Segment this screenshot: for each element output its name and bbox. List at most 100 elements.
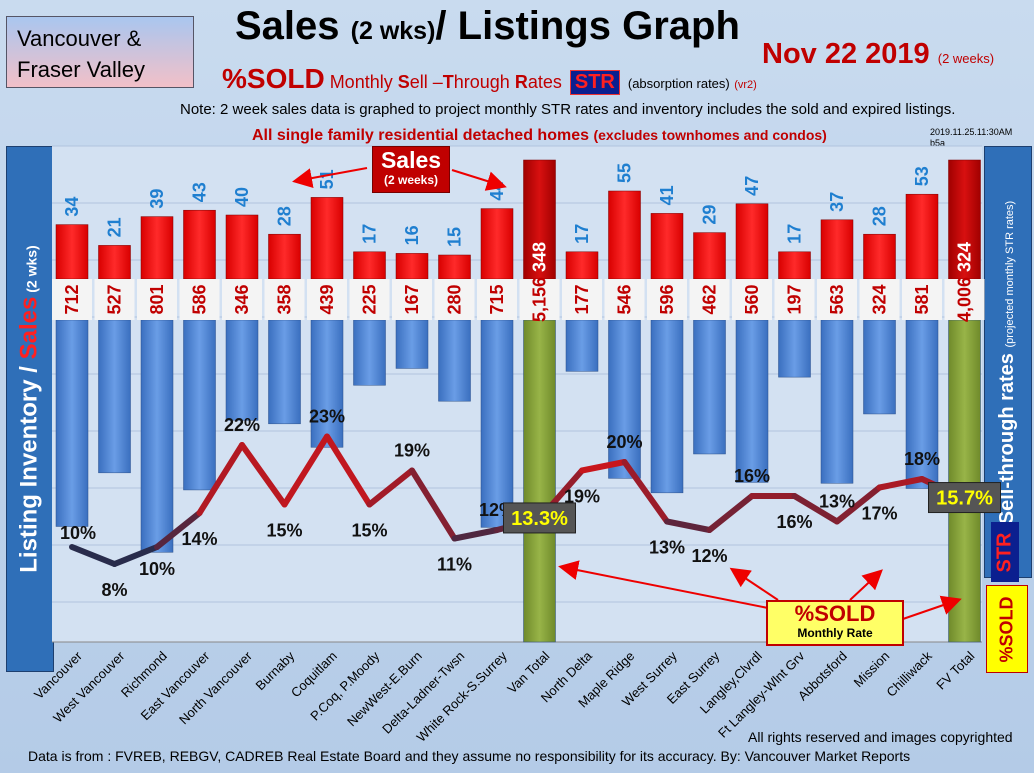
sales-label-12: 17	[572, 224, 592, 244]
sales-bar-19	[863, 233, 896, 280]
sold-line-segment-1	[111, 544, 160, 567]
inventory-label-12: 177	[572, 284, 592, 314]
inventory-label-1: 527	[105, 284, 125, 314]
band-cell-10	[477, 279, 517, 320]
scope-paren: (excludes townhomes and condos)	[593, 127, 827, 143]
category-label-8: NewWest-E.Burn	[344, 648, 425, 729]
inventory-label-13: 546	[615, 284, 635, 314]
sold-label-1: 8%	[101, 580, 127, 600]
sold-label-11: 13.3%	[511, 508, 568, 530]
sales-bars	[55, 159, 981, 280]
sold-line-segment-7	[366, 467, 415, 508]
sold-total-box-21	[928, 482, 1001, 514]
sales-bar-7	[353, 251, 386, 280]
band-cell-7	[349, 279, 390, 320]
sales-label-8: 16	[402, 225, 422, 245]
sold-total-box-11	[503, 502, 576, 534]
sold-line-segment-5	[281, 433, 330, 508]
sales-label-15: 29	[700, 205, 720, 225]
category-label-20: Chilliwack	[883, 648, 935, 700]
inventory-label-5: 358	[275, 284, 295, 314]
inventory-label-band: 712 527 801 586 346 358 439 225 167 280 715 5,156 17…	[52, 277, 985, 322]
subtitle-ell: ell –	[409, 72, 443, 92]
sold-label-9: 11%	[437, 555, 472, 575]
sales-callout: Sales (2 weeks)	[372, 146, 450, 193]
inventory-label-10: 715	[487, 284, 507, 314]
band-cell-4	[222, 279, 262, 320]
band-cell-11	[519, 279, 560, 320]
sold-label-21: 15.7%	[936, 488, 993, 510]
subtitle: %SOLD Monthly Sell –Through Rates STR (abs…	[222, 63, 757, 95]
sales-arrow-left	[292, 167, 368, 188]
subtitle-hrough: hrough	[453, 72, 515, 92]
sold-line-segment-6	[324, 433, 373, 508]
sold-callout-sub: Monthly Rate	[797, 626, 873, 640]
inventory-label-7: 225	[360, 284, 380, 314]
sales-label-14: 41	[657, 185, 677, 205]
category-label-4: North Vancouver	[176, 648, 255, 727]
inventory-bar-13	[608, 319, 641, 479]
sold-label-15: 12%	[691, 546, 727, 566]
copyright: All rights reserved and images copyright…	[748, 729, 1013, 745]
sold-label-5: 15%	[266, 521, 302, 541]
sold-arrow-van	[558, 560, 769, 609]
sales-label-2: 39	[147, 189, 167, 209]
inventory-label-16: 560	[742, 284, 762, 314]
subtitle-absorption: (absorption rates)	[627, 76, 730, 91]
inventory-label-17: 197	[785, 284, 805, 314]
timestamp: 2019.11.25.11:30AM b5a	[930, 127, 1012, 149]
subtitle-sold: %SOLD	[222, 63, 325, 94]
inventory-bar-19	[863, 319, 896, 415]
subtitle-version: (vr2)	[734, 79, 757, 91]
sold-label-13: 20%	[606, 432, 642, 452]
category-label-21: FV Total	[933, 648, 977, 692]
sales-bar-0	[55, 224, 89, 280]
sales-bar-14	[650, 213, 684, 280]
sales-label-21: 324	[955, 242, 975, 272]
sold-line-segment-12	[579, 459, 628, 474]
sold-label-18: 13%	[819, 492, 855, 512]
inventory-bar-3	[183, 319, 216, 491]
subtitle-r: R	[514, 72, 528, 92]
sales-bar-15	[693, 232, 726, 280]
sales-label-1: 21	[105, 217, 125, 237]
subtitle-s: S	[397, 72, 410, 92]
region-line1: Vancouver &	[17, 26, 142, 51]
title-part2: / Listings Graph	[435, 4, 740, 48]
band-cell-6	[307, 279, 347, 320]
inventory-label-4: 346	[232, 284, 252, 314]
chart-scope: All single family residential detached h…	[252, 127, 827, 145]
sales-label-17: 17	[785, 224, 805, 244]
subtitle-ates: ates	[527, 72, 562, 92]
sales-callout-main: Sales	[380, 147, 442, 173]
inventory-label-11: 5,156	[530, 277, 550, 322]
sales-bar-12	[565, 251, 599, 280]
sales-callout-sub: (2 weeks)	[383, 173, 439, 187]
inventory-bar-1	[98, 319, 131, 474]
band-cell-17	[774, 279, 815, 320]
sales-bar-13	[608, 190, 641, 280]
sales-bar-20	[905, 193, 939, 280]
date-main: Nov 22 2019	[762, 38, 930, 70]
date-sub: (2 weeks)	[937, 51, 995, 66]
inventory-label-3: 586	[190, 284, 210, 314]
sold-line-segment-9	[451, 527, 500, 542]
inventory-label-15: 462	[700, 284, 720, 314]
inventory-bar-7	[353, 319, 386, 386]
sold-line-segment-4	[239, 442, 288, 508]
sales-bar-1	[98, 245, 131, 280]
sold-line-segment-18	[834, 484, 883, 525]
sold-line-segment-15	[706, 493, 755, 533]
inventory-label-18: 563	[827, 284, 847, 314]
region-label: Vancouver & Fraser Valley	[6, 16, 194, 88]
sales-label-3: 43	[190, 182, 210, 202]
sold-arrow-mission	[849, 569, 883, 601]
str-badge: STR	[569, 70, 620, 95]
sales-label-18: 37	[827, 192, 847, 212]
inventory-label-21: 4,006	[955, 277, 975, 322]
band-cell-16	[732, 279, 772, 320]
sales-label-4: 40	[232, 187, 252, 207]
data-source: Data is from : FVREB, REBGV, CADREB Real…	[28, 748, 911, 764]
sold-line-segment-2	[154, 510, 203, 550]
scope-main: All single family residential detached h…	[252, 127, 589, 144]
